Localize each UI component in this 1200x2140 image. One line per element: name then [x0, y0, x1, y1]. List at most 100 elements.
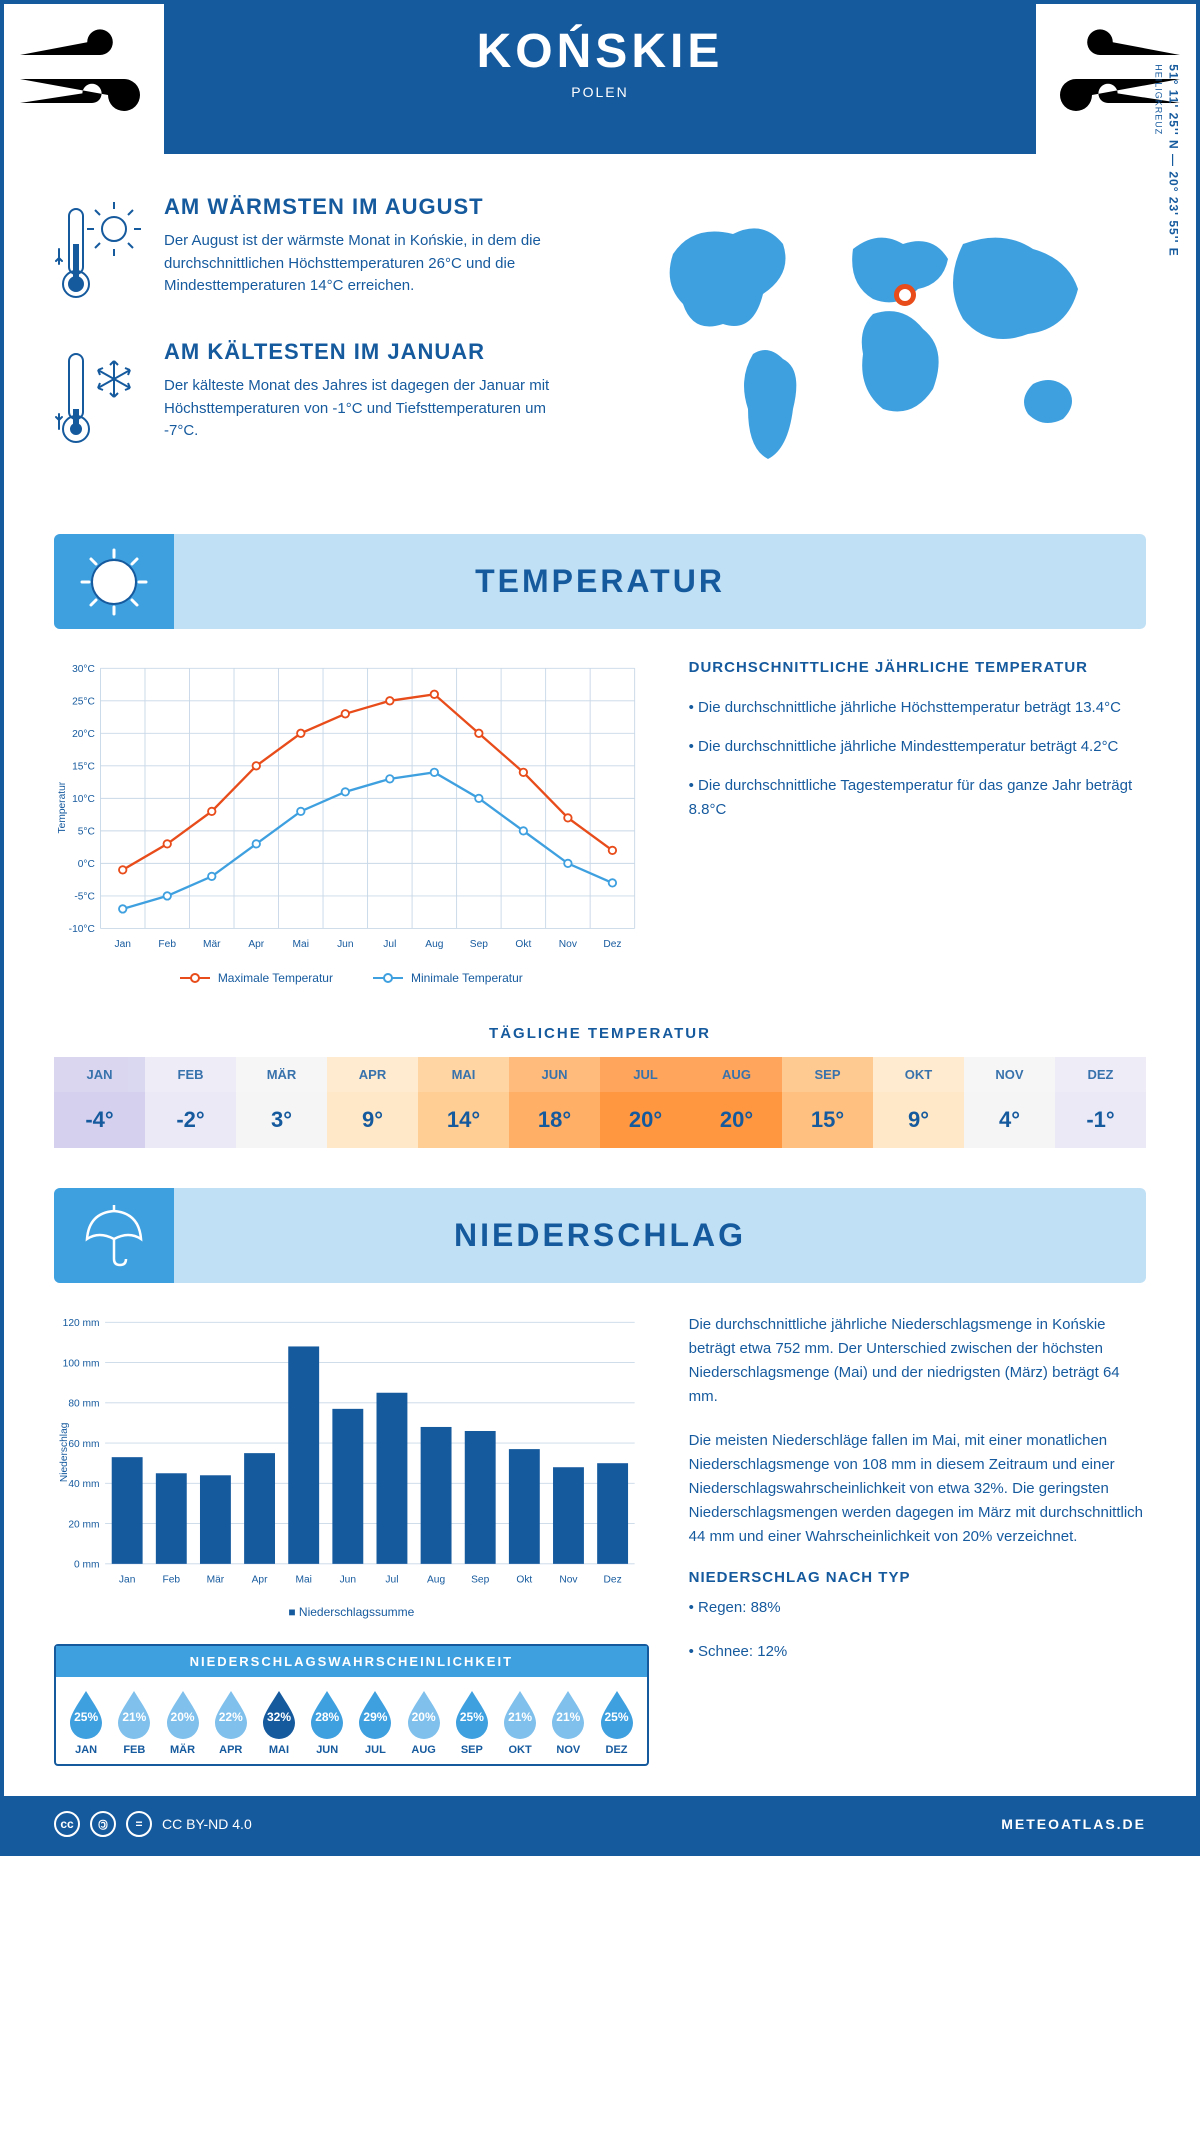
svg-text:Okt: Okt [516, 1575, 532, 1586]
cold-block: AM KÄLTESTEN IM JANUAR Der kälteste Mona… [54, 339, 580, 454]
svg-text:Sep: Sep [470, 939, 488, 950]
prob-cell: 29%JUL [353, 1689, 397, 1756]
daily-temp-table: JAN-4°FEB-2°MÄR3°APR9°MAI14°JUN18°JUL20°… [54, 1057, 1146, 1148]
daily-cell: OKT9° [873, 1057, 964, 1148]
city-name: KOŃSKIE [477, 24, 724, 79]
footer: cc 🄯 = CC BY-ND 4.0 METEOATLAS.DE [4, 1796, 1196, 1852]
temp-line-chart: -10°C-5°C0°C5°C10°C15°C20°C25°C30°CJanFe… [54, 659, 649, 956]
sun-icon [54, 534, 174, 629]
precip-p2: Die meisten Niederschläge fallen im Mai,… [689, 1429, 1146, 1549]
svg-text:20 mm: 20 mm [68, 1520, 99, 1531]
precip-left: 0 mm20 mm40 mm60 mm80 mm100 mm120 mmJanF… [54, 1313, 649, 1766]
svg-text:Dez: Dez [604, 1575, 622, 1586]
svg-text:Mai: Mai [293, 939, 309, 950]
svg-text:Nov: Nov [559, 939, 578, 950]
temp-text-p2: • Die durchschnittliche jährliche Mindes… [689, 735, 1146, 759]
daily-cell: MÄR3° [236, 1057, 327, 1148]
prob-cell: 32%MAI [257, 1689, 301, 1756]
legend-max: Maximale Temperatur [180, 971, 333, 985]
warm-text: AM WÄRMSTEN IM AUGUST Der August ist der… [164, 194, 580, 309]
coords-sub: HEILIGKREUZ [1153, 64, 1163, 135]
temp-section: -10°C-5°C0°C5°C10°C15°C20°C25°C30°CJanFe… [4, 659, 1196, 1005]
temp-text-p1: • Die durchschnittliche jährliche Höchst… [689, 696, 1146, 720]
daily-cell: NOV4° [964, 1057, 1055, 1148]
svg-text:Temperatur: Temperatur [57, 781, 68, 833]
svg-text:Aug: Aug [425, 939, 443, 950]
svg-text:Dez: Dez [603, 939, 621, 950]
daily-cell: AUG20° [691, 1057, 782, 1148]
prob-title: NIEDERSCHLAGSWAHRSCHEINLICHKEIT [56, 1646, 647, 1677]
cold-text: AM KÄLTESTEN IM JANUAR Der kälteste Mona… [164, 339, 580, 454]
temp-text-block: DURCHSCHNITTLICHE JÄHRLICHE TEMPERATUR •… [689, 659, 1146, 985]
precip-section-header: NIEDERSCHLAG [54, 1188, 1146, 1283]
coords-text: 51° 11' 25'' N — 20° 23' 55'' E [1166, 64, 1180, 256]
svg-text:Jan: Jan [119, 1575, 136, 1586]
thermometer-hot-icon [54, 194, 144, 309]
cold-desc: Der kälteste Monat des Jahres ist dagege… [164, 375, 580, 443]
country-name: POLEN [477, 84, 724, 100]
svg-text:-5°C: -5°C [74, 892, 95, 903]
daily-cell: MAI14° [418, 1057, 509, 1148]
svg-text:Jul: Jul [383, 939, 396, 950]
prob-row: 25%JAN21%FEB20%MÄR22%APR32%MAI28%JUN29%J… [56, 1677, 647, 1764]
nd-icon: = [126, 1811, 152, 1837]
svg-text:Nov: Nov [559, 1575, 578, 1586]
location-marker [894, 284, 916, 306]
precip-type2: • Schnee: 12% [689, 1640, 1146, 1664]
warm-title: AM WÄRMSTEN IM AUGUST [164, 194, 580, 220]
prob-cell: 20%AUG [402, 1689, 446, 1756]
intro-section: AM WÄRMSTEN IM AUGUST Der August ist der… [4, 154, 1196, 514]
daily-cell: APR9° [327, 1057, 418, 1148]
precip-title: NIEDERSCHLAG [454, 1217, 746, 1254]
site-name: METEOATLAS.DE [1001, 1816, 1146, 1832]
warm-desc: Der August ist der wärmste Monat in Końs… [164, 230, 580, 298]
svg-text:5°C: 5°C [78, 827, 95, 838]
svg-text:Okt: Okt [515, 939, 531, 950]
prob-cell: 25%DEZ [594, 1689, 638, 1756]
svg-text:80 mm: 80 mm [68, 1399, 99, 1410]
temp-title: TEMPERATUR [475, 563, 725, 600]
daily-cell: JUL20° [600, 1057, 691, 1148]
license-text: CC BY-ND 4.0 [162, 1816, 252, 1832]
temp-legend: Maximale Temperatur Minimale Temperatur [54, 971, 649, 985]
prob-cell: 25%SEP [450, 1689, 494, 1756]
world-map [620, 194, 1146, 474]
svg-text:100 mm: 100 mm [63, 1359, 100, 1370]
svg-text:Apr: Apr [248, 939, 264, 950]
daily-cell: JAN-4° [54, 1057, 145, 1148]
svg-text:Feb: Feb [158, 939, 176, 950]
svg-text:Jan: Jan [114, 939, 131, 950]
precip-legend: Niederschlagssumme [54, 1605, 649, 1619]
svg-text:Jun: Jun [337, 939, 354, 950]
svg-text:15°C: 15°C [72, 762, 95, 773]
daily-cell: SEP15° [782, 1057, 873, 1148]
svg-text:40 mm: 40 mm [68, 1479, 99, 1490]
svg-text:0 mm: 0 mm [74, 1560, 100, 1571]
svg-text:-10°C: -10°C [69, 924, 95, 935]
precip-p1: Die durchschnittliche jährliche Niedersc… [689, 1313, 1146, 1409]
svg-text:Mär: Mär [203, 939, 221, 950]
temp-chart: -10°C-5°C0°C5°C10°C15°C20°C25°C30°CJanFe… [54, 659, 649, 985]
infographic-page: KOŃSKIE POLEN AM WÄRMSTEN IM AUGUST Der … [0, 0, 1200, 1856]
by-icon: 🄯 [90, 1811, 116, 1837]
precip-type1: • Regen: 88% [689, 1596, 1146, 1620]
temp-text-p3: • Die durchschnittliche Tagestemperatur … [689, 774, 1146, 822]
daily-cell: FEB-2° [145, 1057, 236, 1148]
svg-text:10°C: 10°C [72, 794, 95, 805]
thermometer-cold-icon [54, 339, 144, 454]
wind-icon-left [4, 4, 164, 154]
daily-cell: DEZ-1° [1055, 1057, 1146, 1148]
svg-text:120 mm: 120 mm [63, 1318, 100, 1329]
daily-cell: JUN18° [509, 1057, 600, 1148]
precip-text-block: Die durchschnittliche jährliche Niedersc… [689, 1313, 1146, 1766]
svg-text:0°C: 0°C [78, 859, 95, 870]
svg-text:Mär: Mär [207, 1575, 225, 1586]
prob-cell: 22%APR [209, 1689, 253, 1756]
prob-cell: 25%JAN [64, 1689, 108, 1756]
warm-block: AM WÄRMSTEN IM AUGUST Der August ist der… [54, 194, 580, 309]
svg-text:25°C: 25°C [72, 697, 95, 708]
umbrella-icon [54, 1188, 174, 1283]
svg-text:Sep: Sep [471, 1575, 489, 1586]
coordinates: 51° 11' 25'' N — 20° 23' 55'' E HEILIGKR… [1152, 64, 1180, 256]
header-banner: KOŃSKIE POLEN [397, 4, 804, 115]
